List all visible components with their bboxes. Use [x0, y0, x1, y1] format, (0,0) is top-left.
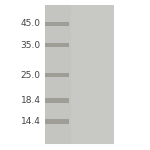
Bar: [45, 22, 69, 26]
Text: 45.0: 45.0: [21, 20, 40, 28]
Text: 25.0: 25.0: [21, 70, 40, 80]
Bar: [45, 4, 70, 144]
Text: 18.4: 18.4: [21, 96, 40, 105]
Bar: [45, 4, 114, 144]
Bar: [45, 43, 69, 47]
Bar: [45, 119, 69, 124]
Bar: [45, 73, 69, 77]
Bar: [45, 98, 69, 103]
Text: 35.0: 35.0: [20, 40, 40, 50]
Text: 14.4: 14.4: [21, 117, 40, 126]
